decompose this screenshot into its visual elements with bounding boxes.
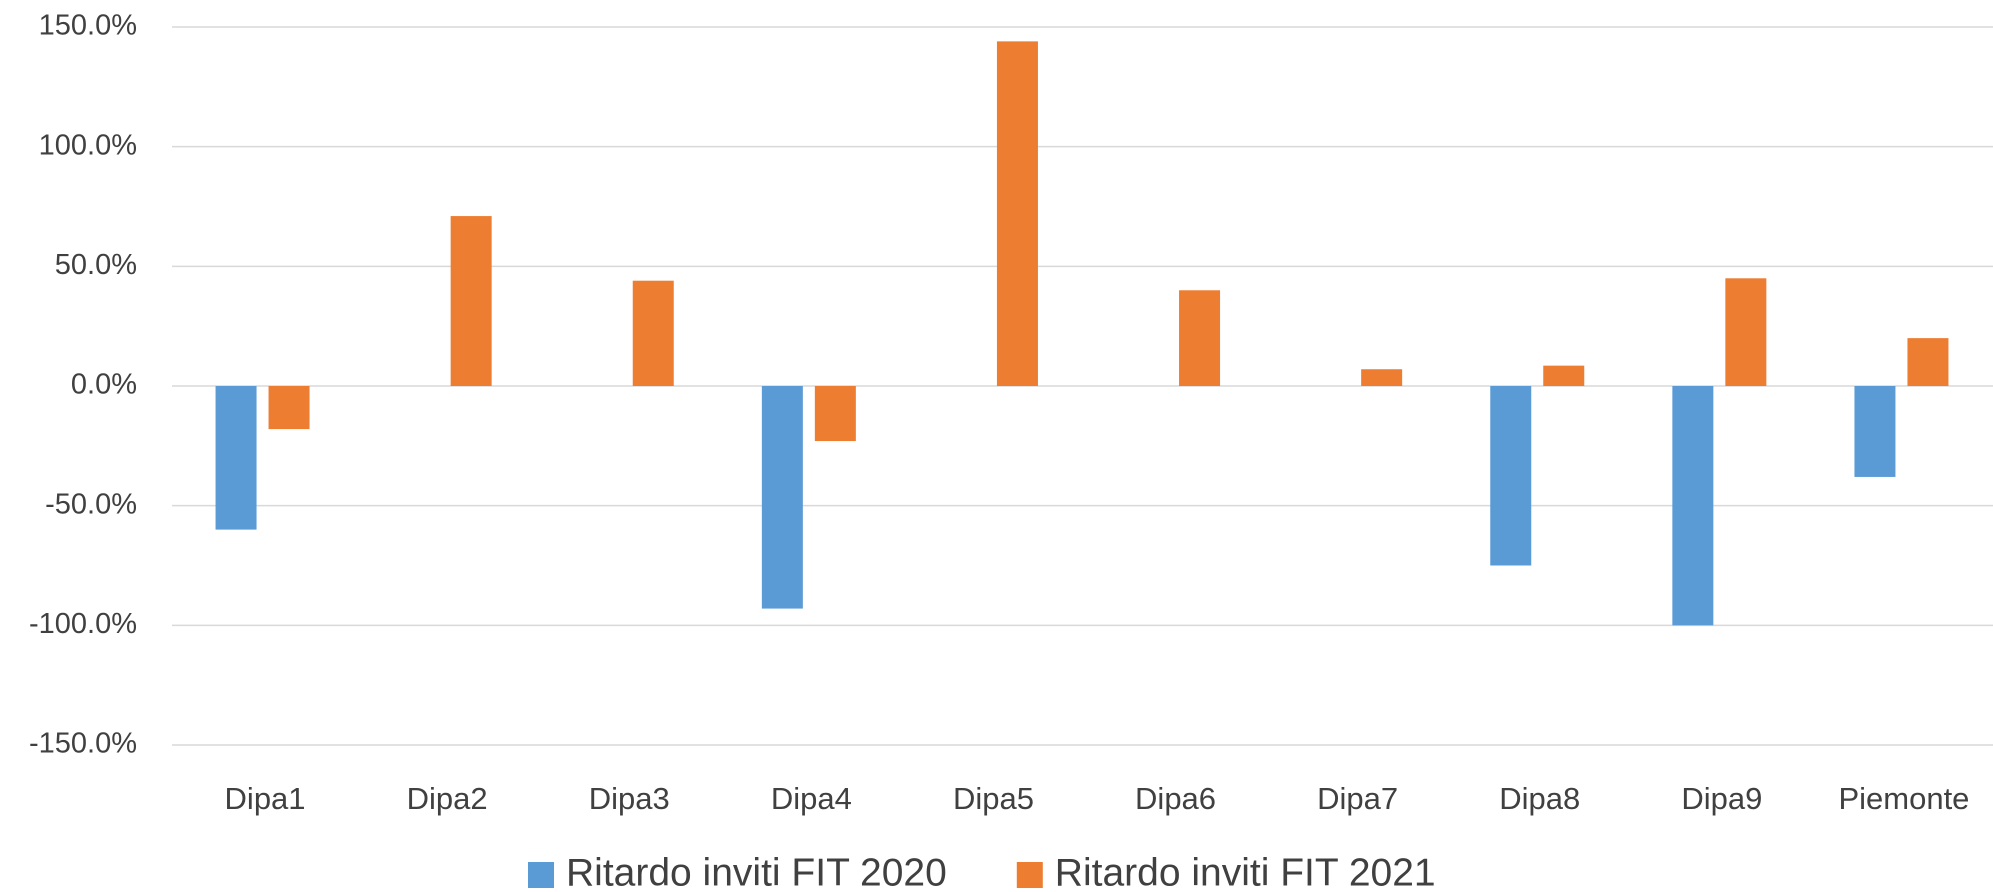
x-tick-label: Dipa5 xyxy=(953,781,1034,816)
bar xyxy=(1490,386,1532,566)
bar xyxy=(1672,386,1714,626)
bar xyxy=(632,280,674,386)
y-tick-label: 50.0% xyxy=(55,249,137,281)
bar xyxy=(1543,365,1585,386)
x-tick-label: Dipa3 xyxy=(589,781,670,816)
legend-label: Ritardo inviti FIT 2021 xyxy=(1055,851,1436,892)
legend-label: Ritardo inviti FIT 2020 xyxy=(566,851,947,892)
x-tick-label: Dipa6 xyxy=(1135,781,1216,816)
bar xyxy=(1361,369,1403,386)
y-tick-label: -50.0% xyxy=(45,488,137,520)
y-tick-label: -150.0% xyxy=(29,728,137,760)
bar xyxy=(215,386,257,530)
y-tick-label: 0.0% xyxy=(71,369,137,401)
bar xyxy=(1725,278,1767,386)
bar xyxy=(268,386,310,430)
bar xyxy=(996,41,1038,387)
bar xyxy=(1854,386,1896,477)
bar xyxy=(761,386,803,609)
x-tick-label: Dipa2 xyxy=(407,781,488,816)
legend-swatch xyxy=(1016,862,1043,888)
x-tick-label: Dipa4 xyxy=(771,781,852,816)
y-tick-label: 150.0% xyxy=(39,10,137,42)
bar xyxy=(814,386,856,442)
x-tick-label: Piemonte xyxy=(1838,781,1969,816)
legend-swatch xyxy=(528,862,554,888)
x-tick-label: Dipa9 xyxy=(1681,781,1762,816)
y-tick-label: -100.0% xyxy=(29,608,137,640)
x-tick-label: Dipa1 xyxy=(225,781,306,816)
x-tick-label: Dipa8 xyxy=(1499,781,1580,816)
bar xyxy=(1179,290,1221,386)
x-tick-label: Dipa7 xyxy=(1317,781,1398,816)
y-tick-label: 100.0% xyxy=(39,129,137,161)
bar xyxy=(450,216,492,386)
bar xyxy=(1907,338,1949,386)
